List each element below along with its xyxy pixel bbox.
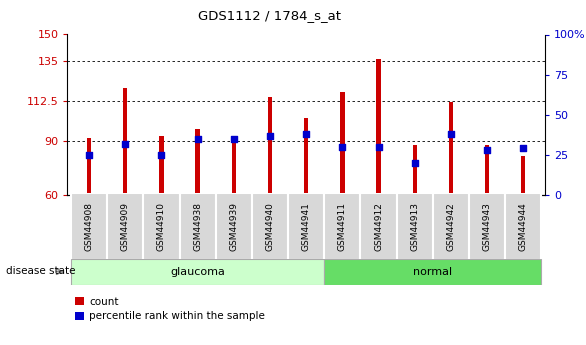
Bar — [107, 193, 144, 260]
Bar — [123, 88, 127, 195]
Bar — [179, 193, 216, 260]
Point — [446, 131, 455, 137]
Text: GSM44943: GSM44943 — [483, 203, 492, 251]
Bar — [144, 193, 179, 260]
Bar — [324, 259, 541, 285]
Point — [519, 146, 528, 151]
Text: GSM44911: GSM44911 — [338, 202, 347, 252]
Text: normal: normal — [413, 267, 452, 277]
Text: GSM44939: GSM44939 — [229, 202, 239, 252]
Bar — [376, 59, 381, 195]
Point — [482, 147, 492, 153]
Point — [229, 136, 239, 141]
Bar — [304, 118, 308, 195]
Bar — [159, 136, 163, 195]
Bar — [87, 138, 91, 195]
Text: GSM44940: GSM44940 — [265, 203, 274, 251]
Bar — [340, 91, 345, 195]
Text: glaucoma: glaucoma — [170, 267, 225, 277]
Text: GSM44944: GSM44944 — [519, 203, 528, 251]
Bar — [196, 129, 200, 195]
Point — [265, 133, 275, 138]
Point — [338, 144, 347, 150]
Bar — [433, 193, 469, 260]
Bar — [469, 193, 505, 260]
Point — [410, 160, 420, 166]
Point — [157, 152, 166, 158]
Point — [84, 152, 94, 158]
Text: GSM44938: GSM44938 — [193, 202, 202, 252]
Bar — [216, 193, 252, 260]
Bar — [360, 193, 397, 260]
Bar — [268, 97, 272, 195]
Bar — [485, 145, 489, 195]
Text: GSM44913: GSM44913 — [410, 202, 419, 252]
Bar — [521, 156, 526, 195]
Text: GSM44908: GSM44908 — [84, 202, 94, 252]
Text: GSM44909: GSM44909 — [121, 202, 130, 252]
Text: GDS1112 / 1784_s_at: GDS1112 / 1784_s_at — [198, 9, 341, 22]
Bar — [288, 193, 324, 260]
Text: GSM44910: GSM44910 — [157, 202, 166, 252]
Bar — [413, 145, 417, 195]
Legend: count, percentile rank within the sample: count, percentile rank within the sample — [73, 295, 267, 323]
Point — [302, 131, 311, 137]
Text: disease state: disease state — [6, 266, 76, 276]
Point — [374, 144, 383, 150]
Text: GSM44912: GSM44912 — [374, 203, 383, 251]
Bar — [505, 193, 541, 260]
Point — [193, 136, 202, 141]
Bar — [252, 193, 288, 260]
Bar — [449, 102, 453, 195]
Text: GSM44942: GSM44942 — [447, 203, 455, 251]
Bar — [324, 193, 360, 260]
Bar — [71, 259, 324, 285]
Bar — [231, 140, 236, 195]
Text: GSM44941: GSM44941 — [302, 203, 311, 251]
Point — [121, 141, 130, 146]
Bar — [71, 193, 107, 260]
Bar — [397, 193, 433, 260]
